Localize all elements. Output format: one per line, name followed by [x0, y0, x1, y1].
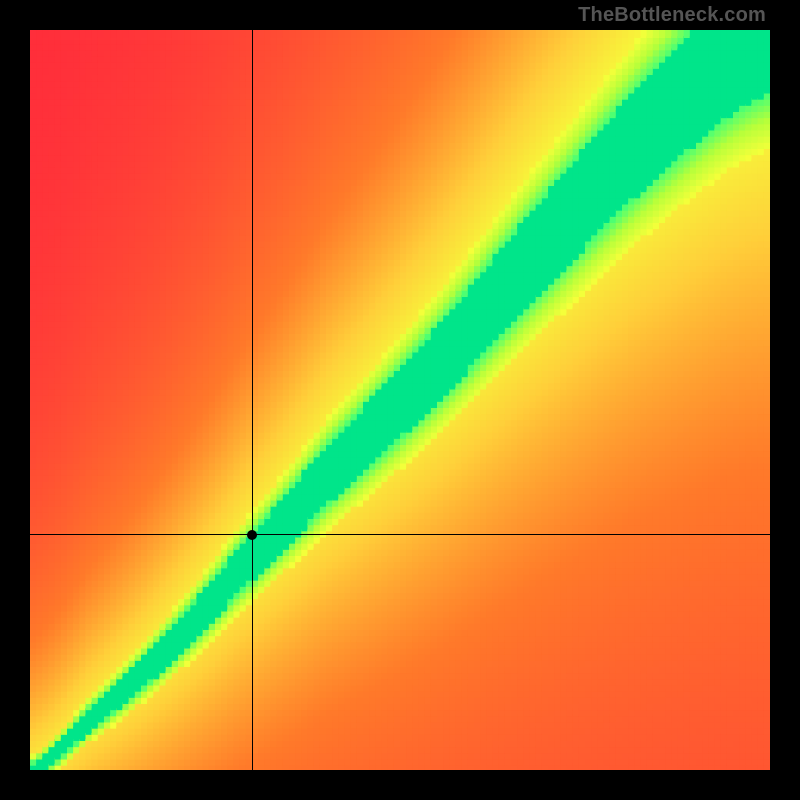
crosshair-vertical	[252, 30, 253, 770]
watermark-text: TheBottleneck.com	[578, 4, 766, 27]
crosshair-marker	[247, 530, 257, 540]
heatmap-canvas	[30, 30, 770, 770]
heatmap-chart	[30, 30, 770, 770]
crosshair-horizontal	[30, 534, 770, 535]
